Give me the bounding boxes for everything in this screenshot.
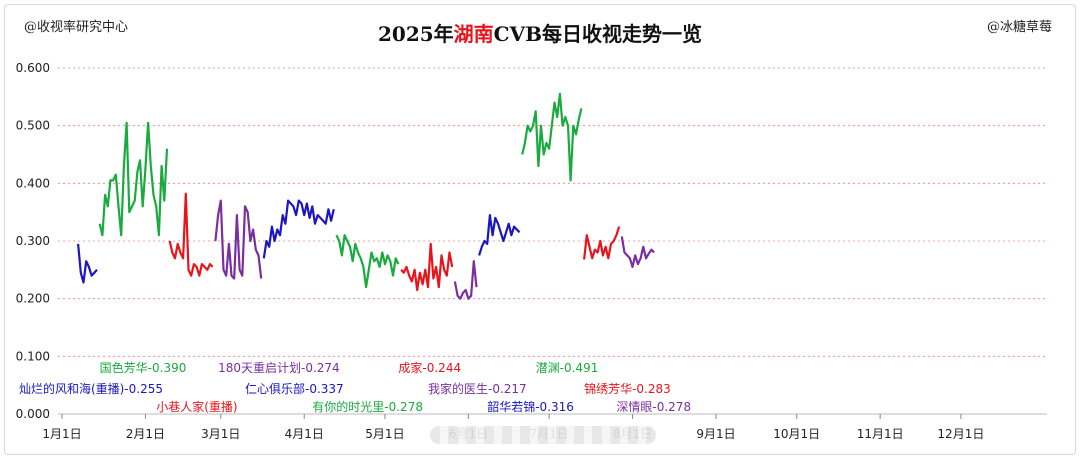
y-tick-label: 0.200 bbox=[16, 292, 50, 306]
y-tick-label: 0.600 bbox=[16, 61, 50, 75]
x-tick-label: 11月1日 bbox=[857, 427, 904, 441]
x-tick-label: 2月1日 bbox=[126, 427, 165, 441]
y-tick-label: 0.400 bbox=[16, 176, 50, 190]
series-label: 潜渊-0.491 bbox=[536, 361, 599, 375]
title-suffix: CVB每日收视走势一览 bbox=[493, 22, 702, 46]
y-tick-label: 0.100 bbox=[16, 349, 50, 363]
series-line bbox=[453, 260, 478, 300]
y-tick-label: 0.500 bbox=[16, 119, 50, 133]
chart-frame bbox=[4, 4, 1076, 455]
title-highlight: 湖南 bbox=[453, 22, 494, 46]
series-label: 180天重启计划-0.274 bbox=[218, 361, 340, 375]
series-label: 国色芳华-0.390 bbox=[100, 361, 187, 375]
series-label: 我家的医生-0.217 bbox=[428, 381, 527, 396]
series-line bbox=[478, 214, 521, 256]
series-line bbox=[168, 192, 214, 277]
author-tag: @冰糖草莓 bbox=[986, 20, 1052, 35]
title-prefix: 2025年 bbox=[377, 22, 454, 46]
series-lines bbox=[77, 92, 655, 300]
x-tick-label: 5月1日 bbox=[365, 427, 404, 441]
series-line bbox=[583, 226, 621, 260]
series-line bbox=[214, 199, 263, 280]
y-axis: 0.000 0.100 0.200 0.300 0.400 0.500 0.600 bbox=[16, 61, 50, 421]
series-line bbox=[262, 199, 335, 259]
source-tag: @收视率研究中心 bbox=[24, 20, 129, 35]
x-tick-label: 9月1日 bbox=[696, 427, 735, 441]
series-label: 小巷人家(重播) bbox=[156, 399, 237, 414]
series-line bbox=[98, 121, 169, 237]
x-tick-label: 3月1日 bbox=[201, 427, 240, 441]
series-line bbox=[77, 243, 98, 284]
series-line bbox=[521, 92, 583, 182]
watermark-overlay bbox=[430, 426, 656, 444]
x-tick-label: 4月1日 bbox=[285, 427, 324, 441]
series-labels: 国色芳华-0.390 180天重启计划-0.274 成家-0.244 潜渊-0.491… bbox=[19, 360, 691, 414]
series-label: 仁心俱乐部-0.337 bbox=[245, 381, 344, 396]
series-label: 有你的时光里-0.278 bbox=[312, 399, 423, 414]
series-label: 深情眼-0.278 bbox=[616, 400, 691, 414]
x-tick-label: 12月1日 bbox=[937, 427, 984, 441]
series-line bbox=[620, 236, 655, 268]
series-label: 锦绣芳华-0.283 bbox=[584, 382, 671, 396]
y-tick-label: 0.000 bbox=[16, 407, 50, 421]
series-line bbox=[335, 234, 400, 289]
series-label: 韶华若锦-0.316 bbox=[487, 399, 574, 414]
series-label: 灿烂的风和海(重播)-0.255 bbox=[19, 381, 163, 396]
series-label: 成家-0.244 bbox=[398, 360, 461, 375]
x-tick-label: 1月1日 bbox=[42, 427, 81, 441]
x-tick-label: 10月1日 bbox=[773, 427, 820, 441]
chart-title: 2025年湖南CVB每日收视走势一览 bbox=[0, 18, 1080, 47]
y-tick-label: 0.300 bbox=[16, 234, 50, 248]
series-line bbox=[400, 242, 454, 292]
